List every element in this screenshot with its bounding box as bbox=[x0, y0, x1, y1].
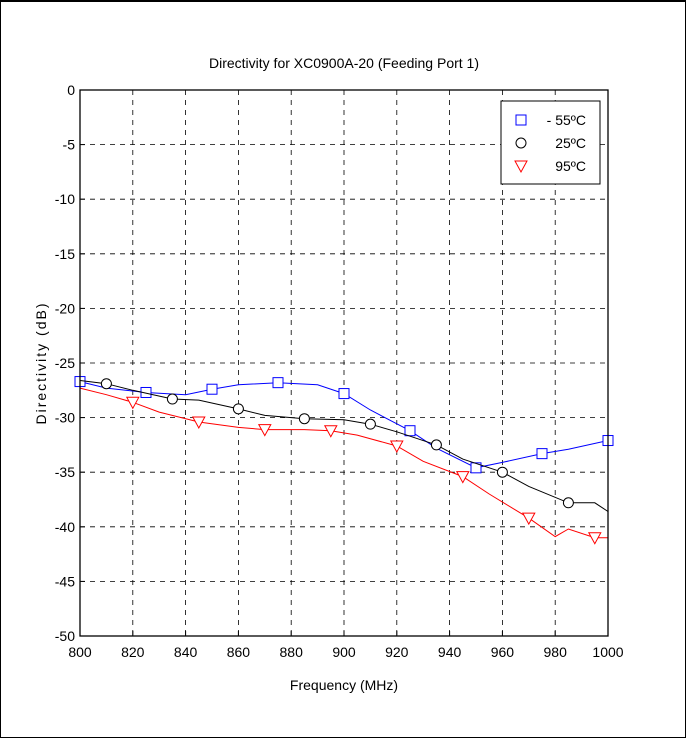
data-point-marker bbox=[364, 418, 376, 430]
y-tick-label: 0 bbox=[67, 82, 75, 98]
data-point-marker bbox=[389, 440, 404, 454]
series-line-2 bbox=[79, 387, 608, 539]
data-point-marker bbox=[232, 403, 244, 415]
y-tick-label: -35 bbox=[55, 464, 75, 480]
x-tick-label: 940 bbox=[438, 644, 462, 660]
data-point-marker bbox=[430, 439, 442, 451]
data-point-marker bbox=[166, 393, 178, 405]
data-point-marker bbox=[404, 425, 416, 437]
data-point-marker bbox=[323, 425, 338, 438]
x-tick-label: 980 bbox=[544, 644, 568, 660]
data-point-marker bbox=[496, 466, 508, 478]
data-point-marker bbox=[521, 512, 536, 526]
y-tick-label: -50 bbox=[55, 628, 75, 644]
data-point-marker bbox=[206, 383, 218, 395]
series-line-1 bbox=[79, 380, 609, 512]
y-tick-label: -40 bbox=[55, 519, 75, 535]
legend-label: - 55ºC bbox=[547, 112, 586, 128]
y-tick-label: -5 bbox=[63, 137, 76, 153]
legend: - 55ºC 25ºC 95ºC bbox=[500, 100, 601, 185]
y-tick-label: -30 bbox=[55, 410, 75, 426]
data-point-marker bbox=[191, 416, 206, 430]
legend-marker-square bbox=[515, 114, 527, 126]
data-point-marker bbox=[125, 396, 140, 410]
x-tick-label: 800 bbox=[68, 644, 92, 660]
data-point-marker bbox=[298, 413, 310, 425]
y-tick-label: -20 bbox=[55, 300, 75, 316]
y-tick-label: -10 bbox=[55, 191, 75, 207]
x-tick-label: 1000 bbox=[592, 644, 623, 660]
legend-marker-circle bbox=[515, 137, 527, 149]
data-point-marker bbox=[470, 462, 482, 474]
x-tick-label: 860 bbox=[227, 644, 251, 660]
y-tick-label: -15 bbox=[55, 246, 75, 262]
data-point-marker bbox=[257, 424, 272, 437]
legend-label: 25ºC bbox=[555, 135, 586, 151]
x-tick-label: 820 bbox=[121, 644, 145, 660]
x-axis-label: Frequency (MHz) bbox=[290, 677, 398, 693]
x-tick-label: 840 bbox=[174, 644, 198, 660]
data-point-marker bbox=[100, 378, 112, 390]
data-point-marker bbox=[536, 448, 548, 460]
ticks: 800 820 840 860 880 900 920 940 960 980 1000 0 -5 -10… bbox=[55, 82, 624, 660]
x-tick-label: 900 bbox=[332, 644, 356, 660]
y-axis-label: Directivity (dB) bbox=[33, 301, 49, 424]
x-tick-label: 960 bbox=[491, 644, 515, 660]
data-point-marker bbox=[455, 471, 470, 484]
data-point-marker bbox=[562, 497, 574, 509]
y-tick-label: -25 bbox=[55, 355, 75, 371]
data-point-marker bbox=[338, 388, 350, 400]
data-point-marker bbox=[272, 377, 284, 389]
x-tick-label: 920 bbox=[385, 644, 409, 660]
x-tick-label: 880 bbox=[280, 644, 304, 660]
data-point-marker bbox=[587, 532, 602, 545]
chart-title: Directivity for XC0900A-20 (Feeding Port… bbox=[209, 55, 479, 71]
y-tick-label: -45 bbox=[55, 573, 75, 589]
grid bbox=[80, 90, 608, 636]
legend-marker-triangle-down bbox=[514, 160, 528, 174]
legend-label: 95ºC bbox=[555, 158, 586, 174]
